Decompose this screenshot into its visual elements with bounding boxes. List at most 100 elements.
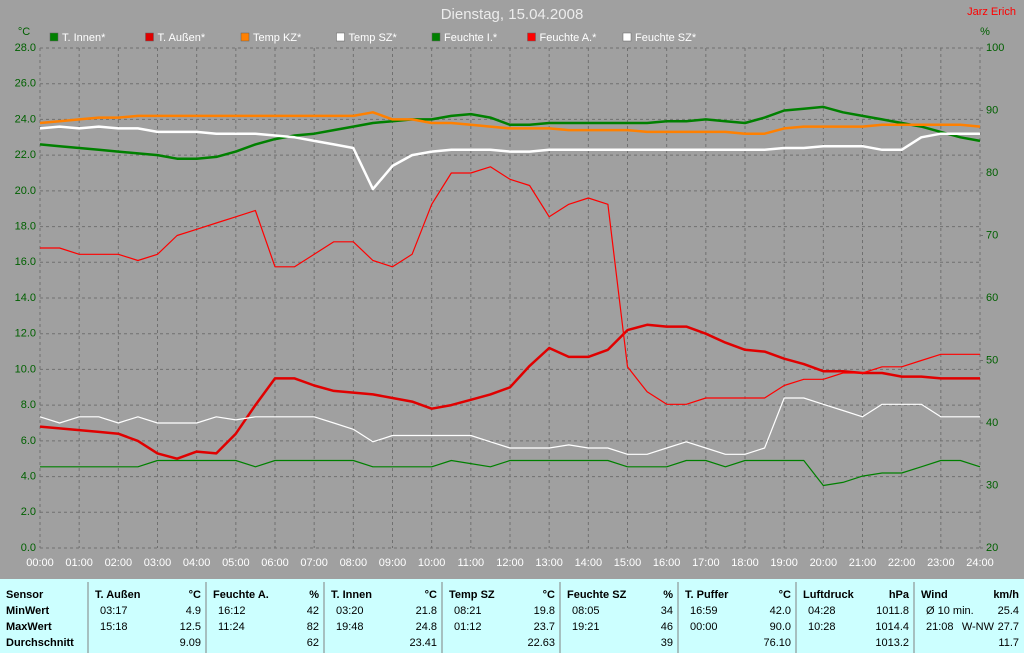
table-cell: 01:12 bbox=[454, 621, 482, 633]
y2-tick-label: 20 bbox=[986, 542, 998, 554]
table-cell: 12.5 bbox=[180, 621, 201, 633]
column-name: T. Außen bbox=[95, 589, 141, 601]
column-unit: hPa bbox=[889, 589, 910, 601]
column-name: Feuchte A. bbox=[213, 589, 269, 601]
x-tick-label: 06:00 bbox=[261, 557, 289, 569]
table-cell: 90.0 bbox=[770, 621, 791, 633]
y-tick-label: 16.0 bbox=[15, 256, 36, 268]
table-cell: 1011.8 bbox=[876, 605, 909, 617]
table-cell: 25.4 bbox=[998, 605, 1019, 617]
x-tick-label: 02:00 bbox=[105, 557, 133, 569]
table-cell: 46 bbox=[661, 621, 673, 633]
y-tick-label: 6.0 bbox=[21, 435, 36, 447]
y-tick-label: 14.0 bbox=[15, 292, 36, 304]
y-tick-label: 20.0 bbox=[15, 185, 36, 197]
table-cell: 11.7 bbox=[998, 637, 1019, 649]
y2-tick-label: 100 bbox=[986, 42, 1004, 54]
y2-tick-label: 70 bbox=[986, 229, 998, 241]
table-cell: 19.8 bbox=[534, 605, 555, 617]
row-label: MinWert bbox=[6, 605, 50, 617]
legend-swatch bbox=[336, 32, 345, 42]
x-tick-label: 09:00 bbox=[379, 557, 407, 569]
x-tick-label: 01:00 bbox=[65, 557, 93, 569]
table-cell: 08:05 bbox=[572, 605, 600, 617]
y-tick-label: 18.0 bbox=[15, 220, 36, 232]
table-cell: Ø 10 min. bbox=[926, 605, 974, 617]
table-cell: 19:48 bbox=[336, 621, 364, 633]
legend-label: T. Innen* bbox=[62, 32, 106, 44]
y-tick-label: 0.0 bbox=[21, 542, 36, 554]
table-cell: 23.7 bbox=[534, 621, 555, 633]
legend-label: Feuchte I.* bbox=[444, 32, 498, 44]
column-name: T. Puffer bbox=[685, 589, 729, 601]
y-axis-label: °C bbox=[18, 26, 30, 38]
column-unit: °C bbox=[779, 589, 791, 601]
table-cell: 42.0 bbox=[770, 605, 791, 617]
column-name: Luftdruck bbox=[803, 589, 855, 601]
table-cell: 39 bbox=[661, 637, 673, 649]
x-tick-label: 20:00 bbox=[810, 557, 838, 569]
y-tick-label: 22.0 bbox=[15, 149, 36, 161]
y-tick-label: 24.0 bbox=[15, 113, 36, 125]
y2-tick-label: 50 bbox=[986, 354, 998, 366]
column-name: Temp SZ bbox=[449, 589, 495, 601]
y-tick-label: 4.0 bbox=[21, 470, 36, 482]
series-line bbox=[39, 323, 980, 460]
column-unit: °C bbox=[543, 589, 555, 601]
table-cell: 03:20 bbox=[336, 605, 364, 617]
column-name: Feuchte SZ bbox=[567, 589, 627, 601]
table-background bbox=[0, 579, 1024, 653]
row-label: MaxWert bbox=[6, 621, 52, 633]
table-cell: 1013.2 bbox=[875, 637, 909, 649]
column-name: Wind bbox=[921, 589, 948, 601]
legend-swatch bbox=[622, 32, 632, 42]
legend-label: T. Außen* bbox=[158, 32, 206, 44]
series-line bbox=[39, 111, 981, 135]
table-cell: 15:18 bbox=[100, 621, 128, 633]
legend-swatch bbox=[240, 32, 250, 42]
table-cell: 22.63 bbox=[527, 637, 555, 649]
legend-swatch bbox=[49, 32, 59, 42]
table-cell: 27.7 bbox=[998, 621, 1019, 633]
legend-label: Temp KZ* bbox=[253, 32, 302, 44]
y2-tick-label: 30 bbox=[986, 479, 998, 491]
table-cell: 16:12 bbox=[218, 605, 246, 617]
x-tick-label: 14:00 bbox=[575, 557, 603, 569]
y-tick-label: 12.0 bbox=[15, 328, 36, 340]
column-unit: km/h bbox=[993, 589, 1019, 601]
table-cell: 76.10 bbox=[763, 637, 791, 649]
table-cell: 00:00 bbox=[690, 621, 718, 633]
x-tick-label: 04:00 bbox=[183, 557, 211, 569]
x-tick-label: 11:00 bbox=[457, 557, 484, 569]
table-cell: 4.9 bbox=[186, 605, 201, 617]
table-cell: 1014.4 bbox=[875, 621, 909, 633]
table-cell: 08:21 bbox=[454, 605, 482, 617]
table-cell: 42 bbox=[307, 605, 319, 617]
x-tick-label: 03:00 bbox=[144, 557, 172, 569]
series-line bbox=[39, 125, 980, 191]
y2-tick-label: 90 bbox=[986, 104, 998, 116]
table-cell: W-NW bbox=[962, 621, 995, 633]
x-tick-label: 17:00 bbox=[692, 557, 720, 569]
column-unit: °C bbox=[189, 589, 201, 601]
table-cell: 82 bbox=[307, 621, 319, 633]
y2-tick-label: 80 bbox=[986, 167, 998, 179]
x-tick-label: 15:00 bbox=[614, 557, 642, 569]
x-tick-label: 13:00 bbox=[535, 557, 563, 569]
x-tick-label: 00:00 bbox=[26, 557, 54, 569]
table-cell: 03:17 bbox=[100, 605, 128, 617]
y2-axis-label: % bbox=[980, 26, 990, 38]
table-header: Sensor bbox=[6, 589, 44, 601]
x-tick-label: 10:00 bbox=[418, 557, 446, 569]
table-cell: 21:08 bbox=[926, 621, 954, 633]
x-tick-label: 23:00 bbox=[927, 557, 955, 569]
legend-label: Feuchte SZ* bbox=[635, 32, 697, 44]
table-cell: 62 bbox=[307, 637, 319, 649]
legend-label: Temp SZ* bbox=[349, 32, 398, 44]
series-line bbox=[40, 166, 980, 405]
series-line bbox=[40, 459, 981, 487]
x-tick-label: 12:00 bbox=[496, 557, 524, 569]
table-cell: 21.8 bbox=[416, 605, 437, 617]
column-unit: % bbox=[663, 589, 673, 601]
